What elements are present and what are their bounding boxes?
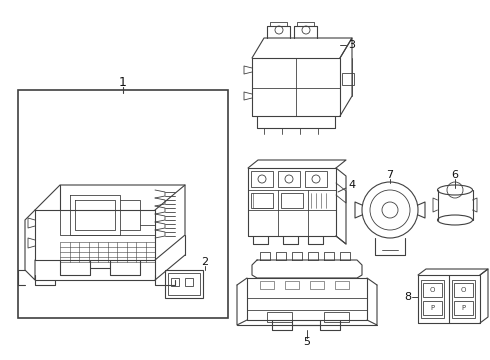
Bar (18, 90, 228, 318)
Text: P: P (430, 305, 434, 311)
Bar (281, 193, 303, 208)
Bar (452, 280, 475, 318)
Bar (165, 270, 203, 298)
Bar (454, 283, 473, 297)
Text: P: P (461, 305, 465, 311)
Bar (310, 281, 324, 289)
Text: 8: 8 (404, 292, 412, 302)
Bar (185, 278, 193, 286)
Bar (285, 281, 299, 289)
Text: 4: 4 (348, 180, 356, 190)
Bar (423, 283, 442, 297)
Bar (324, 312, 349, 322)
Text: 7: 7 (387, 170, 393, 180)
Text: 2: 2 (201, 257, 209, 267)
Bar (260, 281, 274, 289)
Bar (454, 301, 473, 315)
Text: O: O (429, 287, 435, 293)
Bar (342, 73, 354, 85)
Text: 3: 3 (348, 40, 356, 50)
Bar (305, 171, 327, 187)
Bar (251, 171, 273, 187)
Text: O: O (460, 287, 465, 293)
Bar (423, 301, 442, 315)
Text: 6: 6 (451, 170, 459, 180)
Bar (335, 281, 349, 289)
Bar (251, 193, 273, 208)
Bar (171, 278, 179, 286)
Bar (278, 171, 300, 187)
Text: 1: 1 (119, 77, 127, 90)
Bar (267, 312, 292, 322)
Bar (421, 280, 444, 318)
Text: 5: 5 (303, 337, 311, 347)
Bar (168, 273, 200, 295)
